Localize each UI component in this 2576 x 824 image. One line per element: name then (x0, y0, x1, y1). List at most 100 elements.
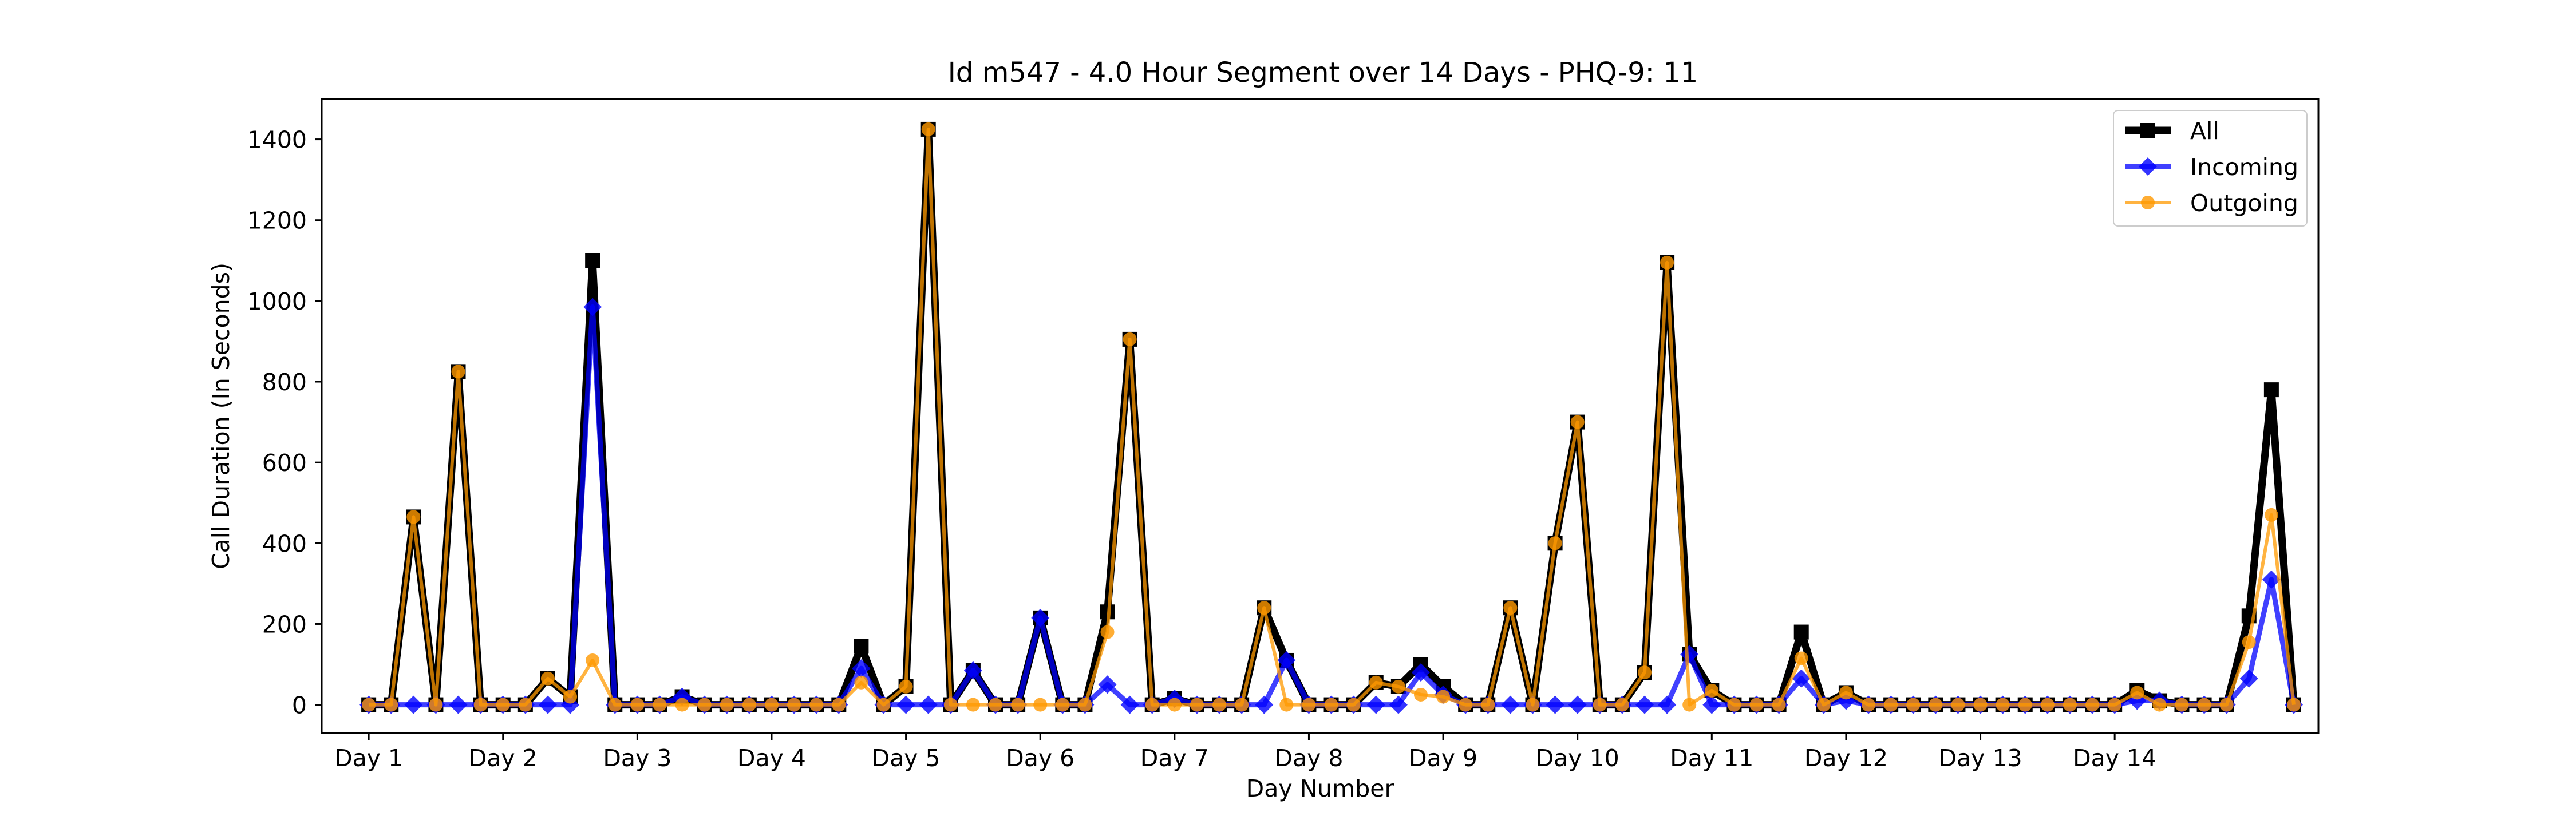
data-point-outgoing (787, 698, 801, 712)
legend-label: All (2190, 117, 2219, 145)
data-point-incoming (1680, 645, 1699, 664)
series-layer (359, 121, 2303, 714)
y-tick-label: 1200 (247, 207, 307, 235)
series-line-outgoing (369, 127, 2296, 707)
legend-marker (2141, 196, 2155, 209)
data-point-outgoing (1862, 698, 1876, 712)
data-point-outgoing (943, 698, 958, 712)
data-point-outgoing (832, 698, 846, 712)
data-point-outgoing (406, 510, 421, 524)
data-point-outgoing (1279, 698, 1294, 712)
data-point-outgoing (1212, 698, 1227, 712)
data-point-outgoing (429, 698, 443, 712)
data-point-outgoing (1481, 698, 1495, 712)
data-point-outgoing (1816, 698, 1831, 712)
x-tick-label: Day 5 (872, 744, 941, 772)
x-tick-label: Day 8 (1274, 744, 1343, 772)
data-point-all (585, 253, 600, 268)
legend-marker (2140, 123, 2155, 138)
legend-item-outgoing: Outgoing (2125, 189, 2298, 217)
data-point-outgoing (921, 122, 935, 136)
data-point-outgoing (1257, 601, 1271, 615)
data-point-outgoing (1459, 698, 1473, 712)
data-point-outgoing (2219, 698, 2234, 712)
data-point-outgoing (653, 698, 667, 712)
data-point-outgoing (496, 698, 510, 712)
data-point-incoming (1702, 695, 1721, 714)
data-point-outgoing (1145, 698, 1159, 712)
series-outgoing (362, 122, 2301, 712)
data-point-outgoing (1570, 415, 1585, 429)
data-point-incoming (1546, 695, 1564, 714)
data-point-outgoing (2040, 698, 2055, 712)
data-point-outgoing (1682, 698, 1697, 712)
data-point-outgoing (1011, 698, 1025, 712)
data-point-outgoing (473, 698, 488, 712)
legend-label: Outgoing (2190, 189, 2298, 217)
data-point-incoming (1635, 695, 1654, 714)
data-point-outgoing (2018, 698, 2032, 712)
x-tick-label: Day 4 (737, 744, 806, 772)
data-point-outgoing (720, 698, 734, 712)
data-point-outgoing (2286, 698, 2301, 712)
y-tick-label: 1400 (247, 126, 307, 154)
data-point-incoming (896, 695, 915, 714)
data-point-incoming (1277, 651, 1296, 670)
data-point-outgoing (1436, 690, 1451, 704)
x-tick-label: Day 14 (2073, 744, 2156, 772)
data-point-outgoing (2108, 698, 2122, 712)
data-point-outgoing (2197, 698, 2211, 712)
data-point-outgoing (518, 698, 532, 712)
legend-item-incoming: Incoming (2125, 153, 2298, 181)
data-point-outgoing (608, 698, 622, 712)
data-point-outgoing (809, 698, 824, 712)
data-point-all (854, 639, 869, 654)
data-point-outgoing (1413, 687, 1428, 702)
data-point-incoming (538, 695, 557, 714)
y-tick-label: 200 (262, 611, 307, 638)
data-point-outgoing (1996, 698, 2010, 712)
data-point-outgoing (764, 698, 779, 712)
data-point-outgoing (1615, 698, 1629, 712)
data-point-incoming (583, 298, 602, 316)
x-tick-label: Day 12 (1804, 744, 1888, 772)
data-point-outgoing (1839, 686, 1853, 700)
data-point-outgoing (966, 698, 980, 712)
data-point-outgoing (1100, 625, 1115, 639)
plot-frame (321, 98, 2320, 734)
series-all (361, 121, 2301, 712)
data-point-all (1793, 624, 1809, 640)
x-tick-label: Day 11 (1670, 744, 1753, 772)
x-tick-label: Day 13 (1938, 744, 2022, 772)
data-point-all (2263, 382, 2279, 398)
x-axis: Day 1 Day 2 Day 3 Day 4 Day 5 Day 6 Day 7 Day 8… (334, 733, 2156, 772)
x-tick-label: Day 9 (1409, 744, 1477, 772)
data-point-outgoing (1973, 698, 1988, 712)
data-point-outgoing (1078, 698, 1092, 712)
series-line-all (369, 125, 2298, 709)
x-tick-label: Day 6 (1006, 744, 1074, 772)
data-point-outgoing (1772, 698, 1786, 712)
data-point-outgoing (1324, 698, 1338, 712)
data-point-incoming (449, 695, 468, 714)
data-point-incoming (2262, 570, 2281, 589)
x-tick-label: Day 7 (1140, 744, 1209, 772)
data-point-outgoing (1503, 601, 1518, 615)
data-point-outgoing (1548, 536, 1562, 550)
x-tick-label: Day 2 (469, 744, 538, 772)
data-point-incoming (1501, 695, 1520, 714)
data-point-outgoing (2175, 698, 2189, 712)
x-tick-label: Day 1 (334, 744, 403, 772)
legend-items: All Incoming Outgoing (2125, 117, 2298, 217)
legend-box (2113, 110, 2308, 227)
legend-item-all: All (2125, 117, 2219, 145)
x-axis-label: Day Number (1246, 775, 1394, 802)
data-point-outgoing (1391, 679, 1405, 694)
data-point-outgoing (1235, 698, 1249, 712)
data-point-outgoing (1346, 698, 1361, 712)
data-point-outgoing (675, 698, 689, 712)
y-tick-label: 600 (262, 449, 307, 477)
data-point-outgoing (1705, 683, 1719, 698)
data-point-incoming (1568, 695, 1587, 714)
